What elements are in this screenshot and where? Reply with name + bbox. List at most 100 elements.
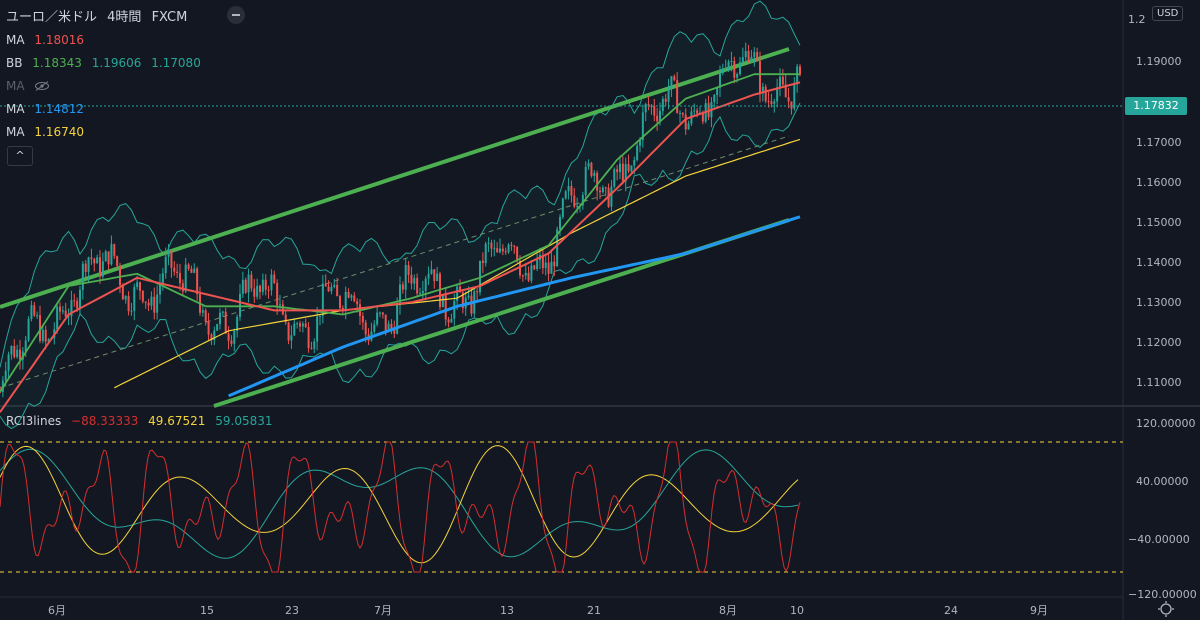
candle-body xyxy=(461,292,464,309)
legend-bb[interactable]: BB 1.18343 1.19606 1.17080 xyxy=(6,56,207,70)
candle-body xyxy=(144,301,147,303)
candle-body xyxy=(441,294,444,308)
candle-body xyxy=(296,323,299,325)
timeframe[interactable]: 4時間 xyxy=(107,10,142,25)
candle-body xyxy=(387,323,390,331)
candle-body xyxy=(410,274,413,284)
legend-ma-1[interactable]: MA 1.18016 xyxy=(6,33,90,47)
legend-ma-hidden[interactable]: MA xyxy=(6,79,56,93)
price-axis-label: 1.12000 xyxy=(1136,336,1182,349)
candle-body xyxy=(213,330,216,341)
price-axis-label: 1.11000 xyxy=(1136,376,1182,389)
candle-body xyxy=(670,76,673,89)
candle-body xyxy=(401,284,404,290)
candle-body xyxy=(390,323,393,329)
candle-body xyxy=(364,322,367,335)
candle-body xyxy=(181,283,184,292)
candle-body xyxy=(436,273,439,282)
bollinger-basis-line xyxy=(0,73,800,393)
legend-value-basis: 1.18343 xyxy=(32,56,82,70)
candle-body xyxy=(30,305,33,320)
candle-body xyxy=(236,316,239,332)
candle-body xyxy=(544,262,547,269)
candle-body xyxy=(424,278,427,291)
candle-body xyxy=(430,269,433,274)
channel-upper-trendline[interactable] xyxy=(0,47,790,309)
candle-body xyxy=(247,274,250,293)
candle-body xyxy=(19,349,21,360)
legend-label: BB xyxy=(6,56,23,70)
candle-body xyxy=(456,286,459,301)
ma-red-line xyxy=(0,81,801,413)
candle-body xyxy=(327,286,330,292)
price-axis-label: 1.14000 xyxy=(1136,256,1182,269)
currency-button[interactable]: USD xyxy=(1152,6,1184,21)
candle-body xyxy=(139,282,141,291)
candle-body xyxy=(33,305,36,316)
candle-body xyxy=(470,295,473,314)
candle-body xyxy=(161,273,164,284)
candle-body xyxy=(756,52,759,62)
candle-body xyxy=(664,98,667,102)
candle-body xyxy=(244,279,247,293)
rci-pane[interactable]: 120.00000 40.00000 −40.00000 −120.00000 xyxy=(0,417,1197,601)
candle-body xyxy=(747,51,750,62)
candle-body xyxy=(164,256,167,274)
gear-icon[interactable] xyxy=(1158,601,1174,617)
candle-body xyxy=(230,340,233,344)
collapse-legend-button[interactable]: ^ xyxy=(7,146,33,166)
time-axis[interactable]: 6月 15 23 7月 13 21 8月 10 24 9月 xyxy=(48,604,1048,617)
legend-rci[interactable]: RCI3lines −88.33333 49.67521 59.05831 xyxy=(6,414,279,428)
candle-body xyxy=(584,166,587,195)
channel-midline[interactable] xyxy=(0,135,790,389)
candle-body xyxy=(241,279,244,294)
candle-body xyxy=(273,274,276,284)
candle-body xyxy=(487,242,490,244)
candle-body xyxy=(693,110,696,112)
rci-short-line xyxy=(0,441,801,573)
candle-body xyxy=(279,304,281,306)
candle-body xyxy=(253,288,256,297)
eye-slash-icon[interactable] xyxy=(34,81,50,91)
rci-middle-line xyxy=(0,445,799,564)
legend-value-upper: 1.19606 xyxy=(91,56,142,70)
candle-body xyxy=(681,113,684,115)
candle-body xyxy=(93,258,96,264)
legend-label: MA xyxy=(6,33,25,47)
legend-ma-2[interactable]: MA 1.14812 xyxy=(6,102,90,116)
time-axis-label: 21 xyxy=(587,604,601,617)
candle-body xyxy=(319,315,321,317)
time-axis-label: 9月 xyxy=(1030,604,1048,617)
candle-body xyxy=(633,160,636,166)
candle-body xyxy=(736,74,739,78)
candle-body xyxy=(210,334,213,341)
candle-body xyxy=(576,205,579,207)
candle-body xyxy=(499,248,501,253)
candle-body xyxy=(570,186,573,196)
candle-body xyxy=(261,279,264,292)
candle-body xyxy=(724,68,727,70)
candle-body xyxy=(156,294,159,313)
candle-body xyxy=(121,284,124,300)
candle-body xyxy=(47,339,50,342)
legend-ma-3[interactable]: MA 1.16740 xyxy=(6,125,90,139)
candle-body xyxy=(204,310,207,322)
candle-body xyxy=(533,265,536,270)
candle-body xyxy=(393,328,396,334)
candle-body xyxy=(141,290,144,302)
candle-body xyxy=(601,187,604,193)
candle-body xyxy=(119,265,121,285)
minus-icon[interactable] xyxy=(227,6,245,24)
price-axis-label: 1.15000 xyxy=(1136,216,1182,229)
candle-body xyxy=(567,186,570,192)
rci-short-value: −88.33333 xyxy=(71,414,139,428)
candle-body xyxy=(384,314,387,331)
candle-body xyxy=(316,316,319,342)
time-axis-label: 23 xyxy=(285,604,299,617)
candle-body xyxy=(187,264,190,269)
candle-body xyxy=(661,98,664,111)
candle-body xyxy=(761,86,764,94)
symbol-name[interactable]: ユーロ／米ドル xyxy=(6,10,98,25)
